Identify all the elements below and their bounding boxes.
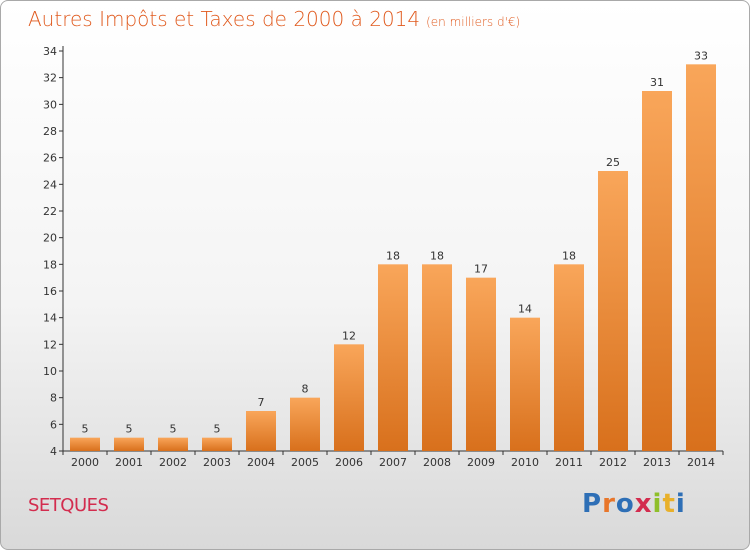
chart-axes: 4 6 8 10 12 14 16 18 20 22 24 26 28 30 32 34 — [43, 45, 724, 458]
y-tick-label: 16 — [43, 285, 57, 298]
bar-2009 — [466, 277, 496, 451]
bar-2000 — [70, 437, 100, 451]
y-tick-label: 32 — [43, 72, 57, 85]
y-tick-label: 10 — [43, 365, 57, 378]
logo-letter: P — [582, 489, 603, 519]
data-label: 18 — [386, 249, 400, 262]
chart-title-main: Autres Impôts et Taxes de 2000 à 2014 — [28, 7, 421, 31]
y-tick-label: 24 — [43, 178, 57, 191]
x-tick-label: 2014 — [687, 456, 715, 469]
y-tick-label: 26 — [43, 152, 57, 165]
logo-letter: i — [652, 489, 663, 519]
x-tick-label: 2010 — [511, 456, 539, 469]
data-label: 5 — [126, 423, 133, 436]
logo-letter: x — [634, 489, 653, 519]
data-label: 12 — [342, 329, 356, 342]
bar-2013 — [642, 91, 672, 451]
y-tick-label: 12 — [43, 338, 57, 351]
logo-letter: t — [662, 489, 676, 519]
data-label: 18 — [430, 249, 444, 262]
bar-2003 — [202, 437, 232, 451]
y-tick-label: 8 — [50, 392, 57, 405]
data-label: 14 — [518, 303, 532, 316]
y-tick-label: 14 — [43, 312, 57, 325]
y-tick-label: 18 — [43, 258, 57, 271]
y-tick-label: 22 — [43, 205, 57, 218]
data-label: 5 — [82, 423, 89, 436]
bar-2011 — [554, 264, 584, 451]
y-tick-label: 34 — [43, 45, 57, 58]
data-label: 17 — [474, 263, 488, 276]
x-tick-label: 2004 — [247, 456, 275, 469]
x-tick-label: 2001 — [115, 456, 143, 469]
y-tick-label: 28 — [43, 125, 57, 138]
x-tick-label: 2000 — [71, 456, 99, 469]
bar-2004 — [246, 411, 276, 451]
data-label: 5 — [214, 423, 221, 436]
bar-2010 — [510, 317, 540, 451]
x-tick-label: 2006 — [335, 456, 363, 469]
y-tick-label: 6 — [50, 418, 57, 431]
y-tick-label: 20 — [43, 232, 57, 245]
y-tick-label: 4 — [50, 445, 57, 458]
chart-bars — [70, 64, 716, 452]
data-label: 25 — [606, 156, 620, 169]
x-tick-label: 2007 — [379, 456, 407, 469]
logo-letter: r — [602, 489, 616, 519]
chart-labels: 2000 5 2001 5 2002 5 2003 5 2004 7 2005 8 2006 12 2007… — [71, 49, 715, 469]
y-tick-label: 30 — [43, 98, 57, 111]
x-tick-label: 2002 — [159, 456, 187, 469]
data-label: 8 — [302, 383, 309, 396]
x-tick-label: 2012 — [599, 456, 627, 469]
x-tick-label: 2005 — [291, 456, 319, 469]
x-tick-label: 2009 — [467, 456, 495, 469]
data-label: 31 — [650, 76, 664, 89]
x-tick-label: 2011 — [555, 456, 583, 469]
data-label: 7 — [258, 396, 265, 409]
proxiti-logo: Proxiti — [582, 489, 686, 519]
logo-letter: i — [675, 489, 686, 519]
data-label: 18 — [562, 249, 576, 262]
logo-letter: o — [615, 489, 635, 519]
x-tick-label: 2013 — [643, 456, 671, 469]
bar-2012 — [598, 171, 628, 451]
bar-2005 — [290, 397, 320, 451]
bar-2006 — [334, 344, 364, 451]
bar-2014 — [686, 64, 716, 452]
bar-2001 — [114, 437, 144, 451]
commune-name: SETQUES — [28, 495, 109, 516]
bar-2002 — [158, 437, 188, 451]
data-label: 33 — [694, 49, 708, 62]
chart-title-unit: (en milliers d'€) — [426, 15, 521, 29]
chart-title: Autres Impôts et Taxes de 2000 à 2014 (en… — [28, 7, 520, 31]
data-label: 5 — [170, 423, 177, 436]
bar-2008 — [422, 264, 452, 451]
x-tick-label: 2003 — [203, 456, 231, 469]
x-tick-label: 2008 — [423, 456, 451, 469]
bar-2007 — [378, 264, 408, 451]
